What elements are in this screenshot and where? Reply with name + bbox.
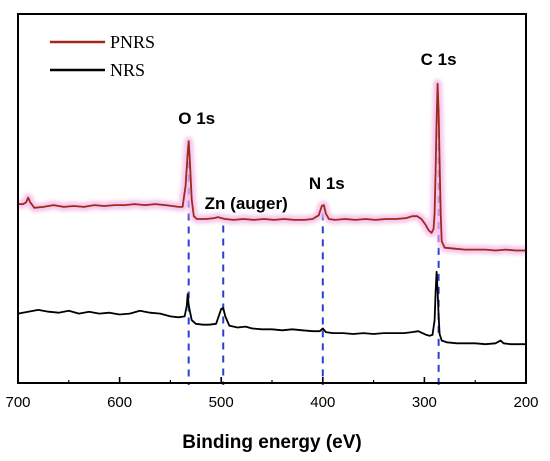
series-line-pnrs — [18, 82, 526, 252]
x-tick-label-400: 400 — [310, 394, 335, 411]
x-tick-label-200: 200 — [513, 394, 538, 411]
legend: PNRS NRS — [50, 32, 155, 80]
x-tick-label-700: 700 — [5, 394, 30, 411]
legend-label-pnrs: PNRS — [110, 32, 155, 52]
x-tick-label-300: 300 — [412, 394, 437, 411]
peak-label-4: C 1s — [421, 50, 457, 69]
series-glow-pnrs — [18, 79, 526, 255]
peak-label-3: N 1s — [309, 174, 345, 193]
series-line-nrs — [17, 270, 526, 346]
peak-label-2: Zn (auger) — [205, 194, 288, 213]
x-tick-label-600: 600 — [107, 394, 132, 411]
x-axis-title: Binding energy (eV) — [182, 432, 361, 453]
peak-label-1: O 1s — [178, 109, 215, 128]
legend-label-nrs: NRS — [110, 60, 145, 80]
x-tick-label-500: 500 — [209, 394, 234, 411]
